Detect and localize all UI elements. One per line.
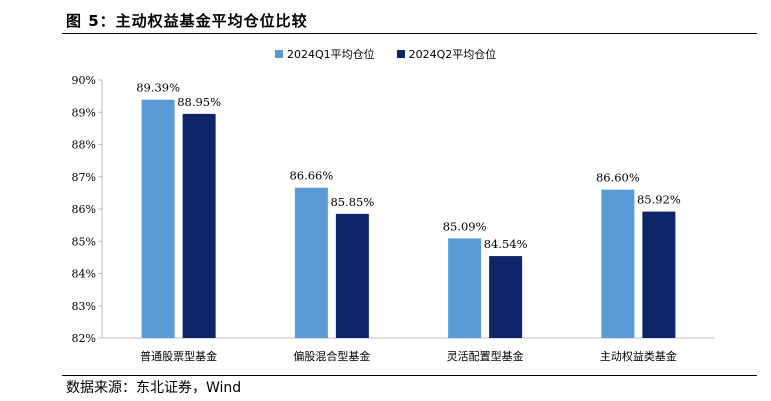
data-label: 88.95% <box>177 95 221 109</box>
data-label: 86.66% <box>289 169 333 183</box>
legend-swatch-q2 <box>396 50 405 58</box>
figure-title: 图 5：主动权益基金平均仓位比较 <box>66 12 308 30</box>
bar-series1 <box>141 99 175 338</box>
data-label: 89.39% <box>136 81 180 95</box>
data-label: 85.09% <box>443 219 487 233</box>
y-tick-label: 88% <box>72 139 96 152</box>
x-tick-label: 偏股混合型基金 <box>293 349 370 363</box>
bar-series2 <box>335 213 369 338</box>
y-tick-label: 90% <box>72 74 96 87</box>
y-tick-label: 84% <box>72 268 96 281</box>
chart-legend: 2024Q1平均仓位 2024Q2平均仓位 <box>275 46 496 62</box>
y-tick-label: 86% <box>72 203 96 216</box>
bar-series1 <box>601 189 635 338</box>
x-tick-label: 普通股票型基金 <box>140 349 217 363</box>
legend-label-q1: 2024Q1平均仓位 <box>287 48 375 61</box>
y-tick-label: 85% <box>72 235 96 248</box>
bar-series2 <box>182 113 216 338</box>
bar-series1 <box>294 187 328 338</box>
data-label: 85.85% <box>330 195 374 209</box>
x-tick-label: 灵活配置型基金 <box>447 349 524 363</box>
data-label: 86.60% <box>596 171 640 185</box>
legend-item-q1: 2024Q1平均仓位 <box>275 46 375 62</box>
x-tick-label: 主动权益类基金 <box>600 349 677 363</box>
title-rule <box>62 33 757 34</box>
bar-series1 <box>448 238 482 338</box>
data-label: 84.54% <box>484 237 528 251</box>
y-tick-label: 87% <box>72 171 96 184</box>
legend-item-q2: 2024Q2平均仓位 <box>396 46 497 62</box>
source-note: 数据来源：东北证券，Wind <box>66 380 242 396</box>
y-tick-label: 82% <box>72 332 96 345</box>
bar-series2 <box>642 211 676 338</box>
bar-series2 <box>489 256 523 338</box>
y-tick-label: 83% <box>72 300 96 313</box>
source-rule <box>62 375 757 376</box>
legend-swatch-q1 <box>275 50 283 58</box>
data-label: 85.92% <box>637 193 681 207</box>
y-tick-label: 89% <box>72 106 96 119</box>
legend-label-q2: 2024Q2平均仓位 <box>408 48 497 61</box>
